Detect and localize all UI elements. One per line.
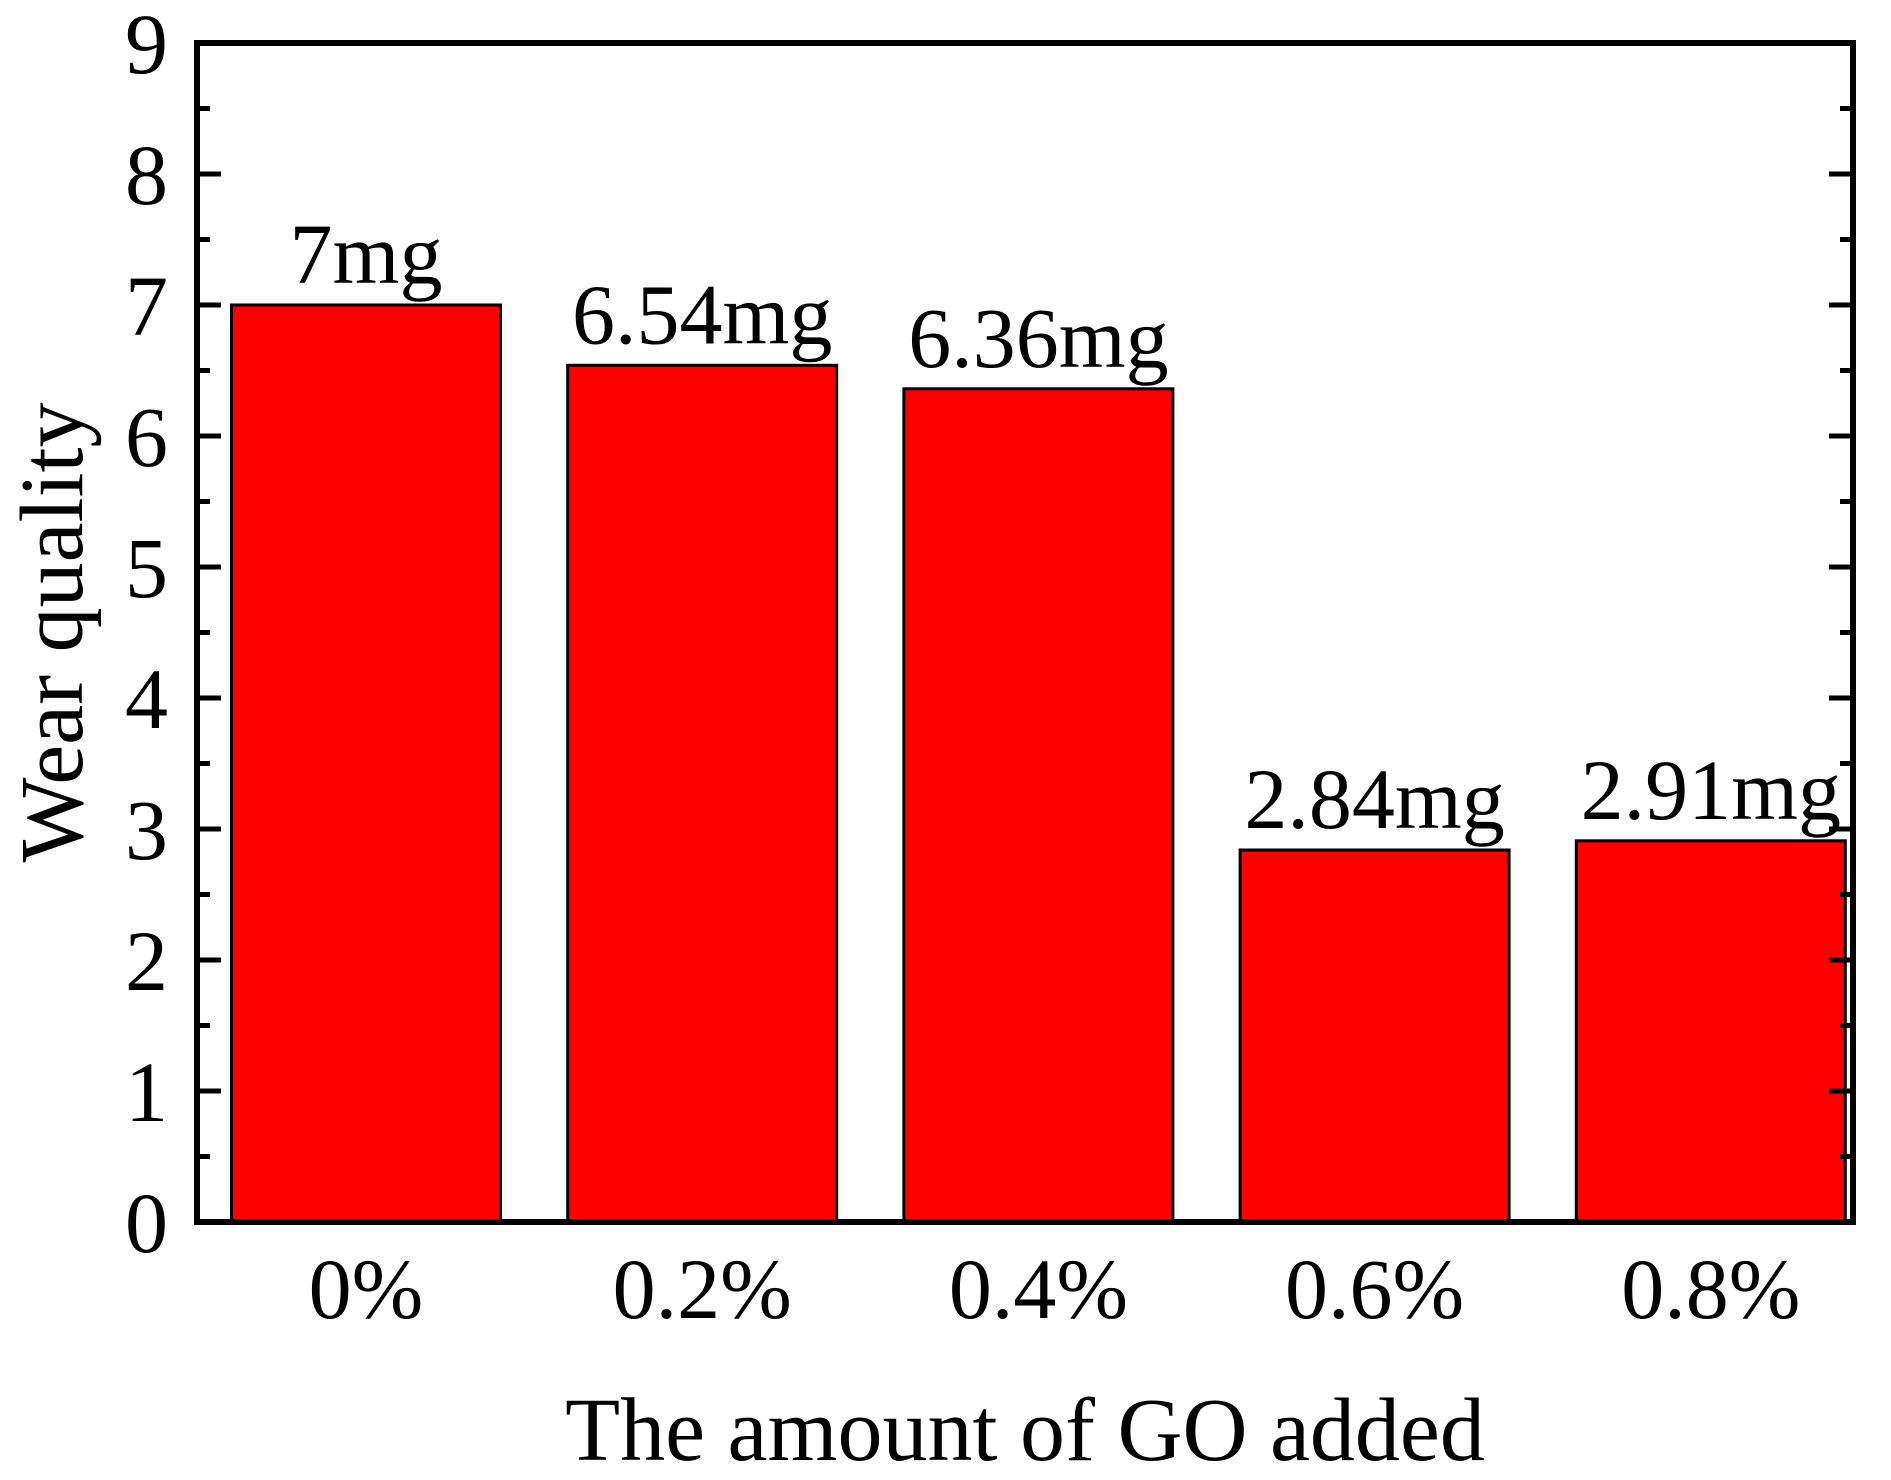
bar-0 <box>230 303 502 1224</box>
y-tick-label: 7 <box>125 258 168 354</box>
y-tick-label: 5 <box>125 520 168 616</box>
x-tick-label-4: 0.8% <box>1621 1241 1800 1337</box>
x-tick-label-3: 0.6% <box>1285 1241 1464 1337</box>
data-label-0: 7mg <box>290 206 443 302</box>
labels-layer: 7mg 0% 6.54mg 0.2% 6.36mg 0.4% 2.84mg 0.6% 2.91m… <box>125 0 1841 1337</box>
bar-3 <box>1238 848 1511 1224</box>
y-tick-label: 8 <box>125 127 168 223</box>
x-tick-label-0: 0% <box>309 1241 424 1337</box>
y-tick-label: 9 <box>125 0 168 92</box>
bar-2 <box>902 387 1175 1224</box>
y-axis-title: Wear quality <box>3 402 102 862</box>
bars-layer <box>230 303 1847 1224</box>
y-tick-label: 4 <box>125 651 168 747</box>
bar-1 <box>566 363 839 1224</box>
plot-frame <box>194 40 1856 1225</box>
y-tick-label: 1 <box>125 1044 168 1140</box>
x-tick-label-2: 0.4% <box>949 1241 1128 1337</box>
y-tick-label: 0 <box>125 1175 168 1271</box>
data-label-4: 2.91mg <box>1581 742 1841 838</box>
x-tick-label-1: 0.2% <box>613 1241 792 1337</box>
bar-4 <box>1574 839 1847 1224</box>
data-label-1: 6.54mg <box>572 266 832 362</box>
data-label-2: 6.36mg <box>908 290 1168 386</box>
y-tick-label: 2 <box>125 913 168 1009</box>
y-tick-label: 6 <box>125 389 168 485</box>
x-axis-title: The amount of GO added <box>565 1381 1485 1480</box>
y-tick-label: 3 <box>125 782 168 878</box>
data-label-3: 2.84mg <box>1244 751 1504 847</box>
